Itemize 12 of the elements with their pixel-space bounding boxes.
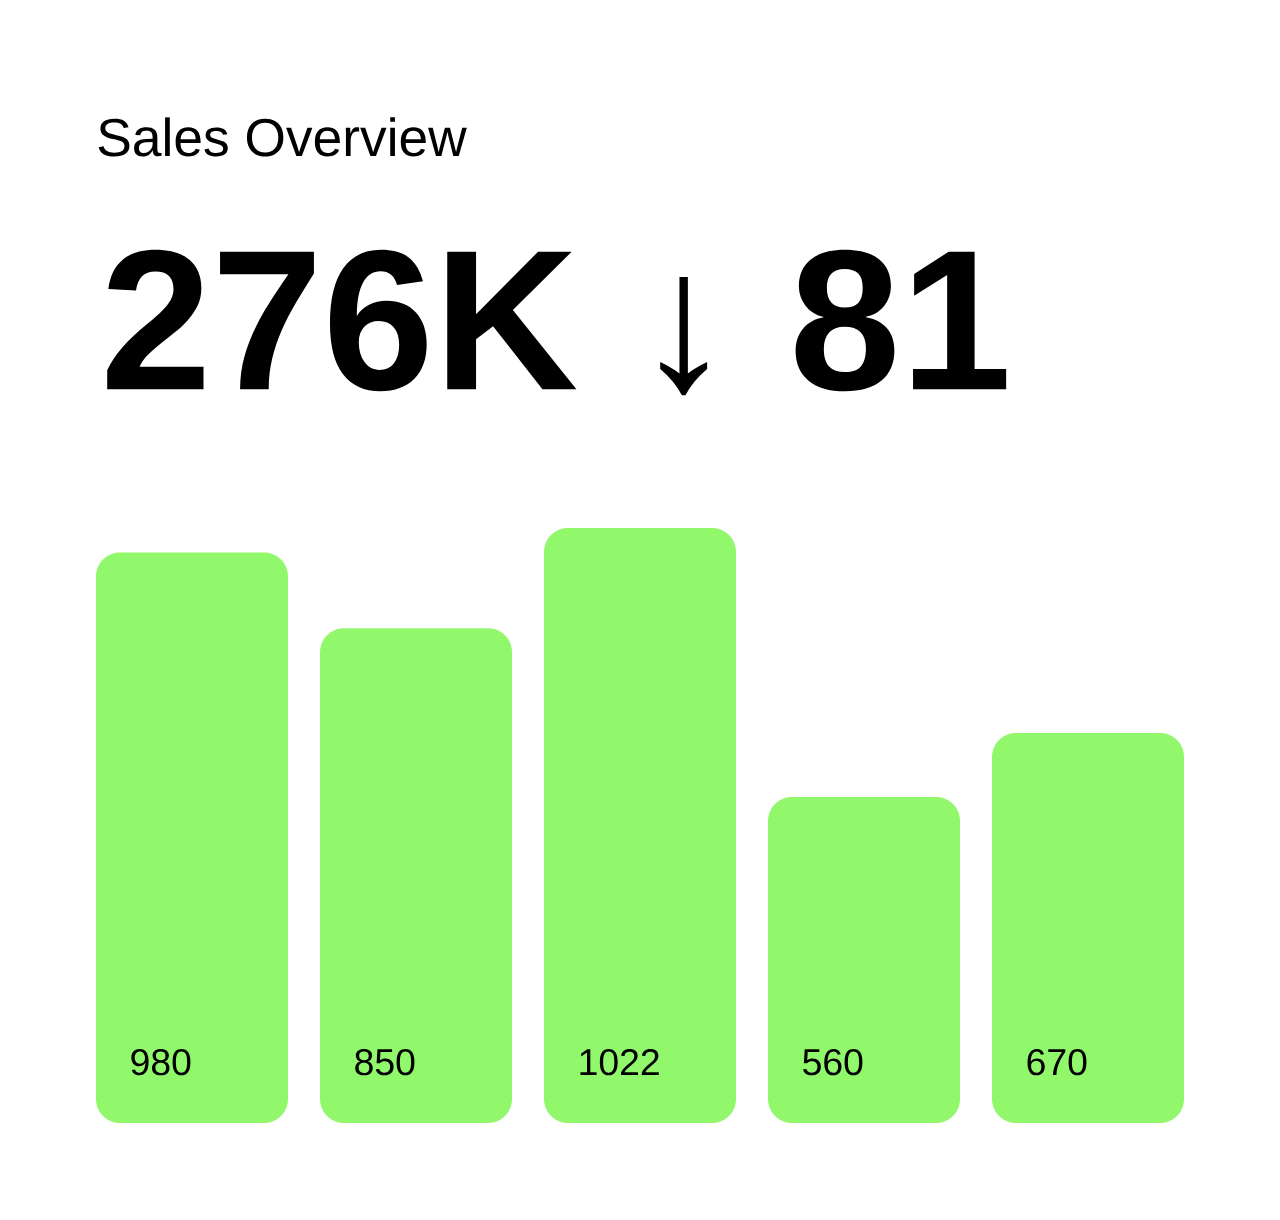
bar xyxy=(544,528,737,1124)
bar xyxy=(320,628,513,1124)
chart-subtitle: 276K ↓ 81 xyxy=(107,249,1007,396)
data-label: 850 xyxy=(355,1048,415,1076)
bar xyxy=(992,732,1185,1124)
bar xyxy=(768,796,961,1124)
data-label: 670 xyxy=(1027,1048,1087,1076)
data-label: 980 xyxy=(131,1048,191,1076)
bar xyxy=(96,552,288,1124)
chart-title: Sales Overview xyxy=(98,117,467,157)
data-label: 1022 xyxy=(580,1048,659,1076)
data-label: 560 xyxy=(803,1048,863,1076)
